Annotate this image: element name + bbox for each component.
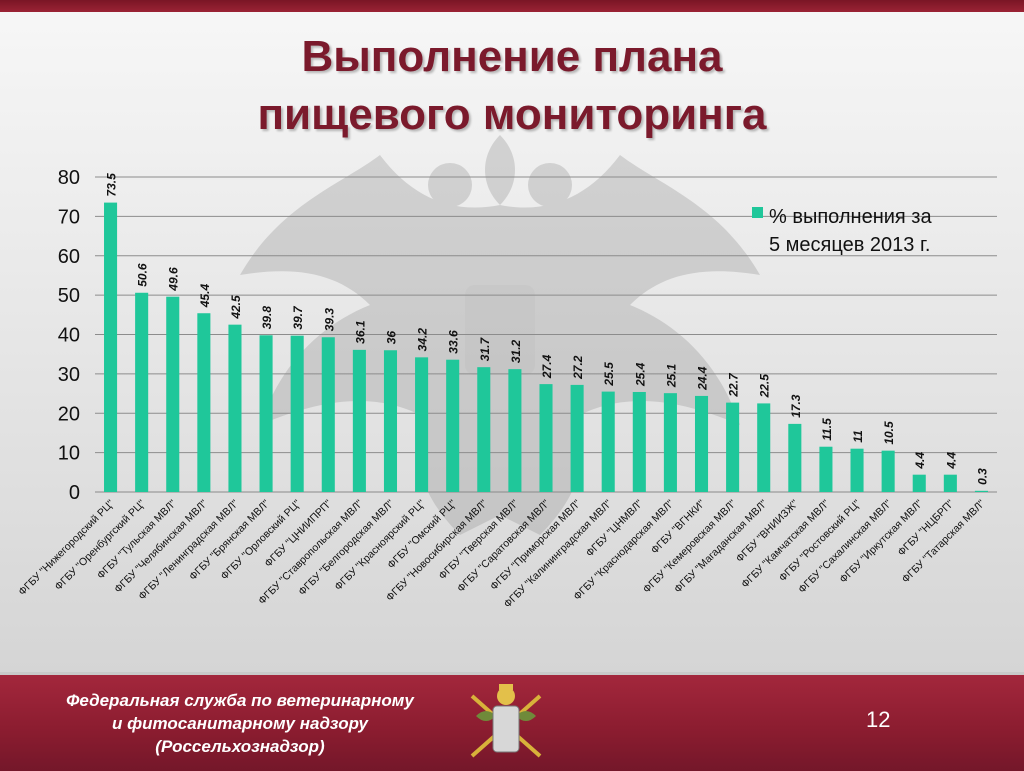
footer-line-3: (Россельхознадзор) <box>155 737 325 756</box>
data-labels: 73.5 50.6 49.6 45.4 42.5 39.8 39.7 39.3 36.1 36 34… <box>105 173 990 485</box>
bar <box>383 350 398 492</box>
y-tick-label: 20 <box>58 403 80 425</box>
bar <box>135 292 149 492</box>
bar <box>757 403 771 492</box>
bar <box>788 423 802 492</box>
bar <box>104 202 118 492</box>
title-line-2: пищевого мониторинга <box>257 90 767 139</box>
data-label: 25.4 <box>633 362 647 387</box>
bar <box>259 335 273 492</box>
y-tick-label: 10 <box>58 443 80 465</box>
y-tick-label: 50 <box>58 285 80 307</box>
data-label: 73.5 <box>105 173 119 197</box>
data-label: 31.7 <box>478 336 492 361</box>
bar <box>508 369 522 492</box>
page-number: 12 <box>866 707 891 732</box>
data-label: 49.6 <box>167 267 181 292</box>
data-label: 4.4 <box>913 452 927 470</box>
bar <box>415 357 429 492</box>
footer-agency-name: Федеральная служба по ветеринарному и фи… <box>20 689 460 758</box>
y-tick-label: 30 <box>58 364 80 386</box>
bar <box>570 384 584 492</box>
data-label: 33.6 <box>447 330 461 354</box>
data-label: 36.1 <box>353 320 367 344</box>
bar <box>912 474 926 492</box>
data-label: 27.4 <box>540 354 554 379</box>
agency-logo-icon <box>470 684 542 758</box>
bar-chart: 0 10 20 30 40 50 60 70 80 73.5 50.6 49.6 45.4 42.5 39… <box>16 167 997 610</box>
data-label: 10.5 <box>882 421 896 445</box>
footer-line-2: и фитосанитарному надзору <box>112 714 368 733</box>
y-tick-label: 70 <box>58 206 80 228</box>
bar <box>974 490 988 492</box>
y-tick-label: 40 <box>58 325 80 347</box>
data-label: 45.4 <box>198 284 212 309</box>
data-label: 25.1 <box>664 363 678 388</box>
bar <box>943 474 957 492</box>
slide-title: Выполнение плана пищевого мониторинга <box>0 28 1024 144</box>
bar <box>694 395 709 492</box>
data-label: 31.2 <box>509 339 523 363</box>
bar <box>477 367 491 492</box>
footer-line-1: Федеральная служба по ветеринарному <box>66 691 414 710</box>
bar <box>166 296 180 492</box>
bar <box>663 393 677 492</box>
data-label: 25.5 <box>602 362 616 387</box>
double-eagle-emblem-icon <box>240 135 760 535</box>
legend-swatch <box>752 207 763 218</box>
bar <box>819 446 833 492</box>
data-label: 22.7 <box>727 372 741 398</box>
chart-bars <box>104 202 988 492</box>
data-label: 34.2 <box>416 328 430 352</box>
y-tick-label: 80 <box>58 167 80 189</box>
bar <box>601 391 615 492</box>
data-label: 50.6 <box>136 263 150 287</box>
data-label: 4.4 <box>944 452 958 470</box>
title-line-1: Выполнение плана <box>301 32 723 81</box>
bar <box>228 324 242 492</box>
y-axis-ticks: 0 10 20 30 40 50 60 70 80 <box>58 167 80 504</box>
legend-label-line-2: 5 месяцев 2013 г. <box>769 234 930 256</box>
bar <box>290 335 304 492</box>
data-label: 22.5 <box>758 374 772 399</box>
data-label: 27.2 <box>571 355 585 380</box>
bar <box>632 391 646 492</box>
data-label: 17.3 <box>789 394 803 418</box>
bar <box>197 313 211 492</box>
data-label: 42.5 <box>229 295 243 320</box>
data-label: 0.3 <box>975 468 989 485</box>
bar <box>321 337 335 492</box>
x-axis-labels: ФГБУ "Нижегородский РЦ"ФГБУ "Оренбургски… <box>16 497 987 610</box>
bar <box>446 359 460 492</box>
data-label: 39.3 <box>322 308 336 332</box>
data-label: 36 <box>384 331 398 345</box>
bar <box>850 448 864 492</box>
data-label: 11 <box>851 430 865 443</box>
y-tick-label: 60 <box>58 246 80 268</box>
data-label: 39.8 <box>260 306 274 330</box>
bar <box>726 402 740 492</box>
x-category-label: ФГБУ "ВГНКИ" <box>649 497 708 556</box>
chart-legend: % выполнения за 5 месяцев 2013 г. <box>752 206 932 256</box>
bar <box>881 450 895 492</box>
legend-label-line-1: % выполнения за <box>769 206 932 228</box>
data-label: 24.4 <box>696 366 710 391</box>
data-label: 39.7 <box>291 305 305 330</box>
y-tick-label: 0 <box>69 482 80 504</box>
bar <box>539 384 553 492</box>
bar <box>352 349 366 492</box>
data-label: 11.5 <box>820 418 834 441</box>
top-bar <box>0 0 1024 12</box>
